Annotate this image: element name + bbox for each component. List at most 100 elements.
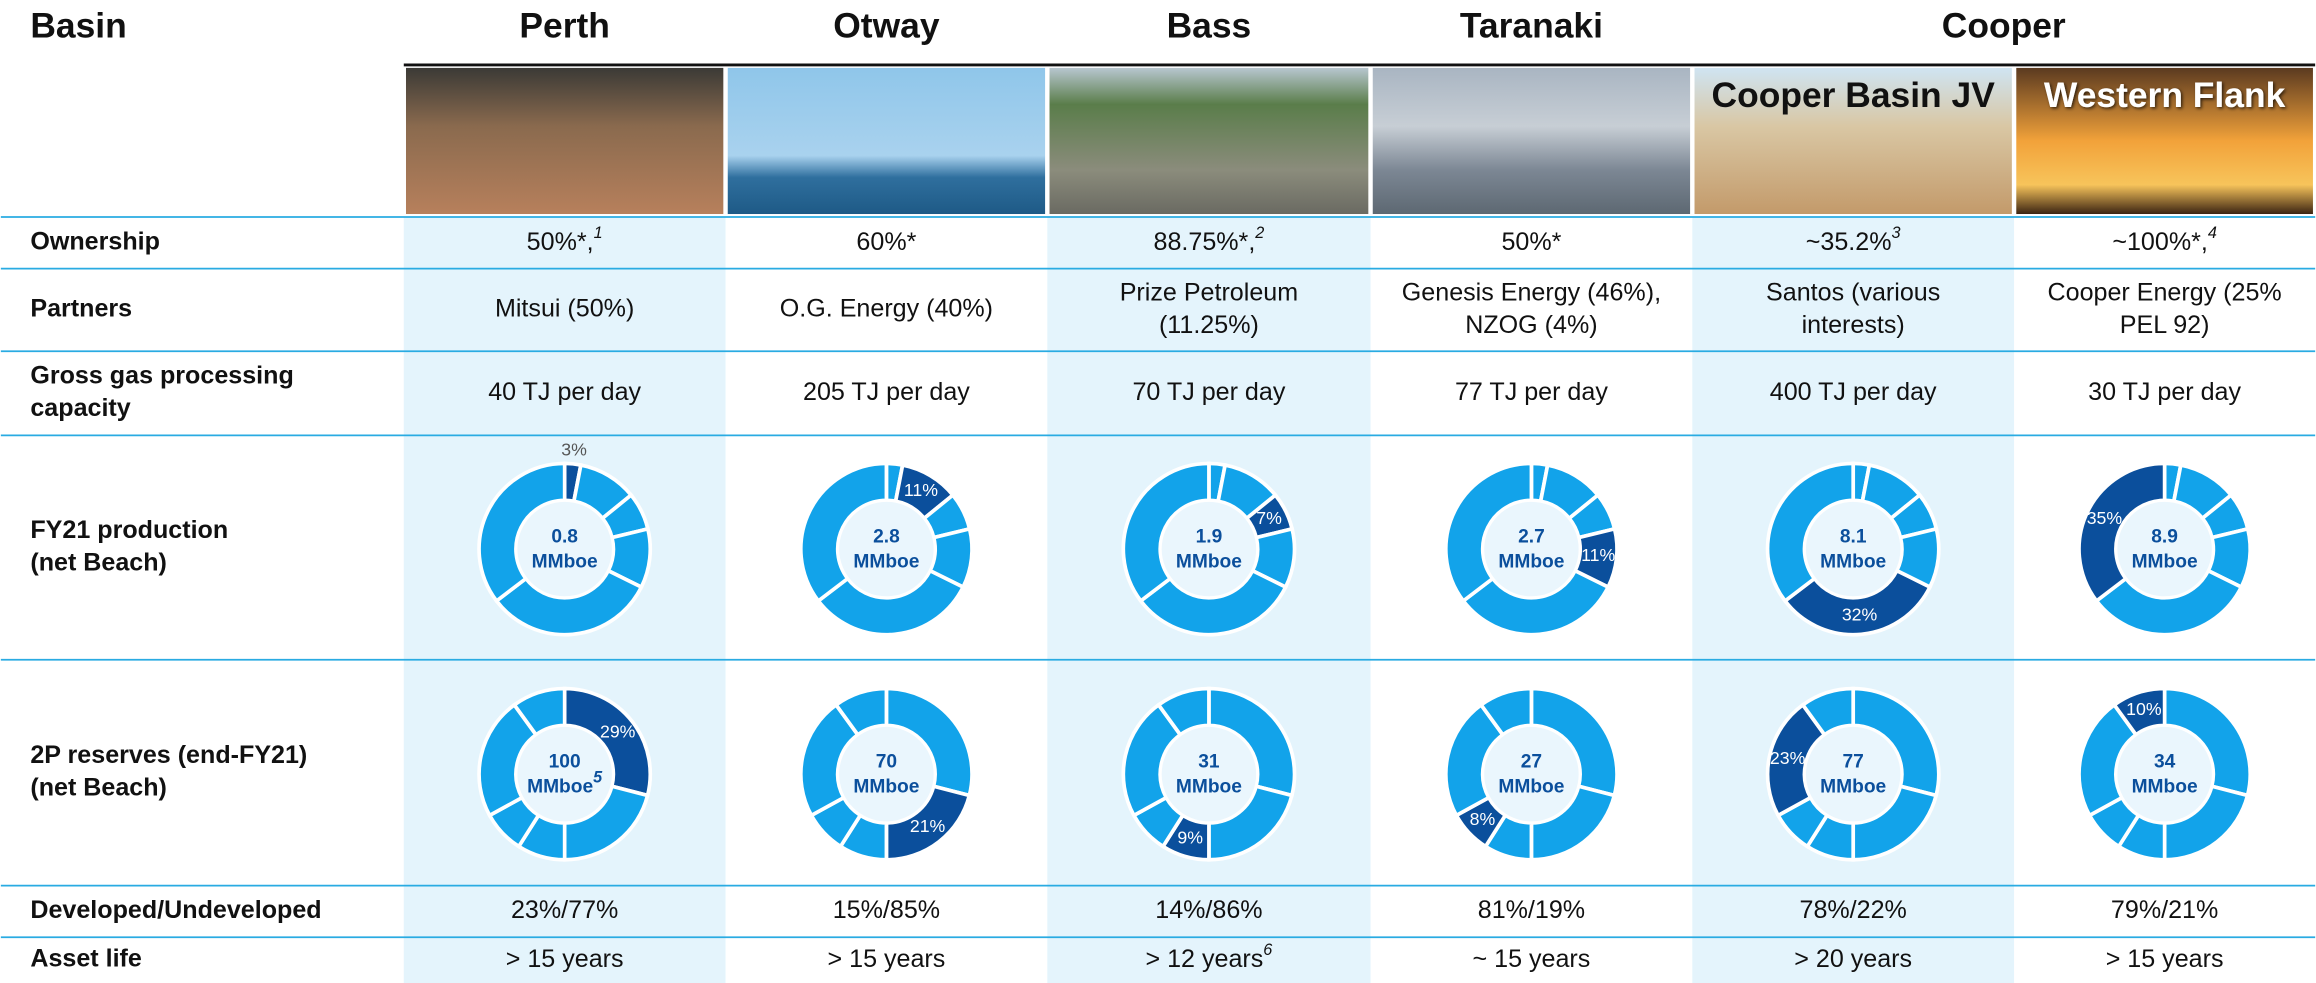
share-label: 35% bbox=[2087, 508, 2123, 528]
cell-value: > 15 years bbox=[506, 945, 624, 973]
cell-text: Cooper Energy (25% bbox=[2048, 278, 2282, 306]
donut-segment bbox=[511, 686, 567, 738]
donut-segment bbox=[2111, 686, 2167, 738]
donut-unit: MMboe5 bbox=[527, 769, 603, 798]
cell-text: 60%* bbox=[856, 227, 916, 255]
donut-total: 2.7 bbox=[1518, 526, 1545, 547]
donut-hole bbox=[1484, 501, 1579, 597]
cell-value: > 15 years bbox=[2106, 945, 2224, 973]
donut-segment bbox=[1121, 461, 1211, 604]
cell-text: 50%* bbox=[1501, 227, 1561, 255]
donut-segment bbox=[1851, 686, 1941, 798]
donut-hole bbox=[1161, 726, 1257, 822]
share-label: 32% bbox=[1842, 605, 1878, 625]
cell-text: > 12 years6 bbox=[1145, 941, 1273, 972]
donut-unit: MMboe bbox=[2132, 551, 2198, 572]
donut-unit: MMboe bbox=[1176, 551, 1242, 572]
row-label: Asset life bbox=[30, 945, 142, 973]
row-label: (net Beach) bbox=[30, 548, 167, 576]
footnote-ref: 1 bbox=[594, 224, 603, 242]
cell-text: > 20 years bbox=[1794, 945, 1912, 973]
cell-text: interests) bbox=[1802, 311, 1905, 339]
basin-header: Otway bbox=[833, 5, 940, 45]
donut-segment bbox=[1529, 686, 1619, 798]
basin-header: Cooper bbox=[1942, 5, 2066, 45]
cell-value: > 20 years bbox=[1794, 945, 1912, 973]
footnote-ref: 3 bbox=[1892, 224, 1901, 242]
donut-segment bbox=[1478, 686, 1534, 738]
donut-segment bbox=[1138, 568, 1289, 637]
cell-text: 14%/86% bbox=[1155, 896, 1262, 924]
donut-unit: MMboe bbox=[853, 551, 919, 572]
row-label: 2P reserves (end-FY21) bbox=[30, 741, 307, 769]
unit: MMboe bbox=[853, 776, 919, 797]
share-label: 29% bbox=[600, 722, 636, 742]
donut-segment bbox=[1156, 686, 1211, 738]
donut-hole bbox=[839, 501, 934, 597]
donut-hole bbox=[1161, 501, 1257, 597]
cell-text: (11.25%) bbox=[1159, 311, 1259, 339]
share-label: 3% bbox=[561, 439, 587, 459]
donut-total: 8.9 bbox=[2151, 526, 2178, 547]
unit: MMboe bbox=[1498, 551, 1564, 572]
unit: MMboe bbox=[1820, 776, 1886, 797]
donut-unit: MMboe bbox=[1498, 551, 1564, 572]
cell-text: ~35.2%3 bbox=[1806, 224, 1901, 255]
donut-segment bbox=[2077, 461, 2167, 604]
share-label: 11% bbox=[904, 480, 938, 500]
cell-text: Mitsui (50%) bbox=[495, 295, 634, 323]
donut-segment bbox=[2093, 568, 2244, 637]
asset-photo bbox=[727, 67, 1046, 215]
cell-value: ~100%*, bbox=[2112, 227, 2208, 255]
cell-text: 23%/77% bbox=[511, 896, 618, 924]
cell-text: 400 TJ per day bbox=[1770, 378, 1937, 406]
cell-value: ~ 15 years bbox=[1473, 945, 1591, 973]
donut-total: 2.8 bbox=[873, 526, 900, 547]
donut-segment bbox=[1782, 568, 1933, 637]
donut-hole bbox=[1484, 726, 1579, 822]
cell-text: 30 TJ per day bbox=[2088, 378, 2241, 406]
donut-segment bbox=[493, 568, 644, 637]
header-label: Basin bbox=[30, 5, 126, 45]
donut-segment bbox=[1207, 686, 1297, 798]
share-label: 7% bbox=[1256, 508, 1282, 528]
footnote-ref: 4 bbox=[2208, 224, 2217, 242]
donut-total: 31 bbox=[1198, 751, 1220, 772]
footnote-ref: 5 bbox=[593, 769, 603, 787]
cell-value: 60%* bbox=[856, 227, 916, 255]
donut-unit: MMboe bbox=[2132, 776, 2198, 797]
cell-text: O.G. Energy (40%) bbox=[780, 295, 993, 323]
basin-header: Perth bbox=[519, 5, 610, 45]
cell-text: 78%/22% bbox=[1800, 896, 1907, 924]
cell-text: 77 TJ per day bbox=[1455, 378, 1608, 406]
row-label: Ownership bbox=[30, 227, 160, 255]
donut-unit: MMboe bbox=[1498, 776, 1564, 797]
cell-text: Genesis Energy (46%), bbox=[1402, 278, 1661, 306]
share-label: 10% bbox=[2126, 699, 2162, 719]
donut-hole bbox=[517, 726, 612, 822]
asset-photo bbox=[1694, 67, 2012, 215]
unit: MMboe bbox=[1820, 551, 1886, 572]
cell-text: 70 TJ per day bbox=[1132, 378, 1285, 406]
unit: MMboe bbox=[527, 776, 593, 797]
cell-text: 88.75%*,2 bbox=[1154, 224, 1265, 255]
donut-hole bbox=[1805, 726, 1901, 822]
cell-text: > 15 years bbox=[506, 945, 624, 973]
row-label: Gross gas processing bbox=[30, 362, 293, 390]
donut-unit: MMboe bbox=[1820, 776, 1886, 797]
donut-hole bbox=[1805, 501, 1901, 597]
donut-total: 1.9 bbox=[1196, 526, 1223, 547]
cell-text: NZOG (4%) bbox=[1465, 311, 1597, 339]
row-label: capacity bbox=[30, 394, 130, 422]
donut-total: 8.1 bbox=[1840, 526, 1867, 547]
unit: MMboe bbox=[1176, 776, 1242, 797]
donut-hole bbox=[839, 726, 934, 822]
row-label: Partners bbox=[30, 295, 132, 323]
donut-total: 70 bbox=[876, 751, 897, 772]
donut-segment bbox=[1460, 568, 1611, 637]
donut-hole bbox=[517, 501, 612, 597]
donut-hole bbox=[2117, 501, 2212, 597]
donut-total: 0.8 bbox=[551, 526, 578, 547]
donut-unit: MMboe bbox=[853, 776, 919, 797]
